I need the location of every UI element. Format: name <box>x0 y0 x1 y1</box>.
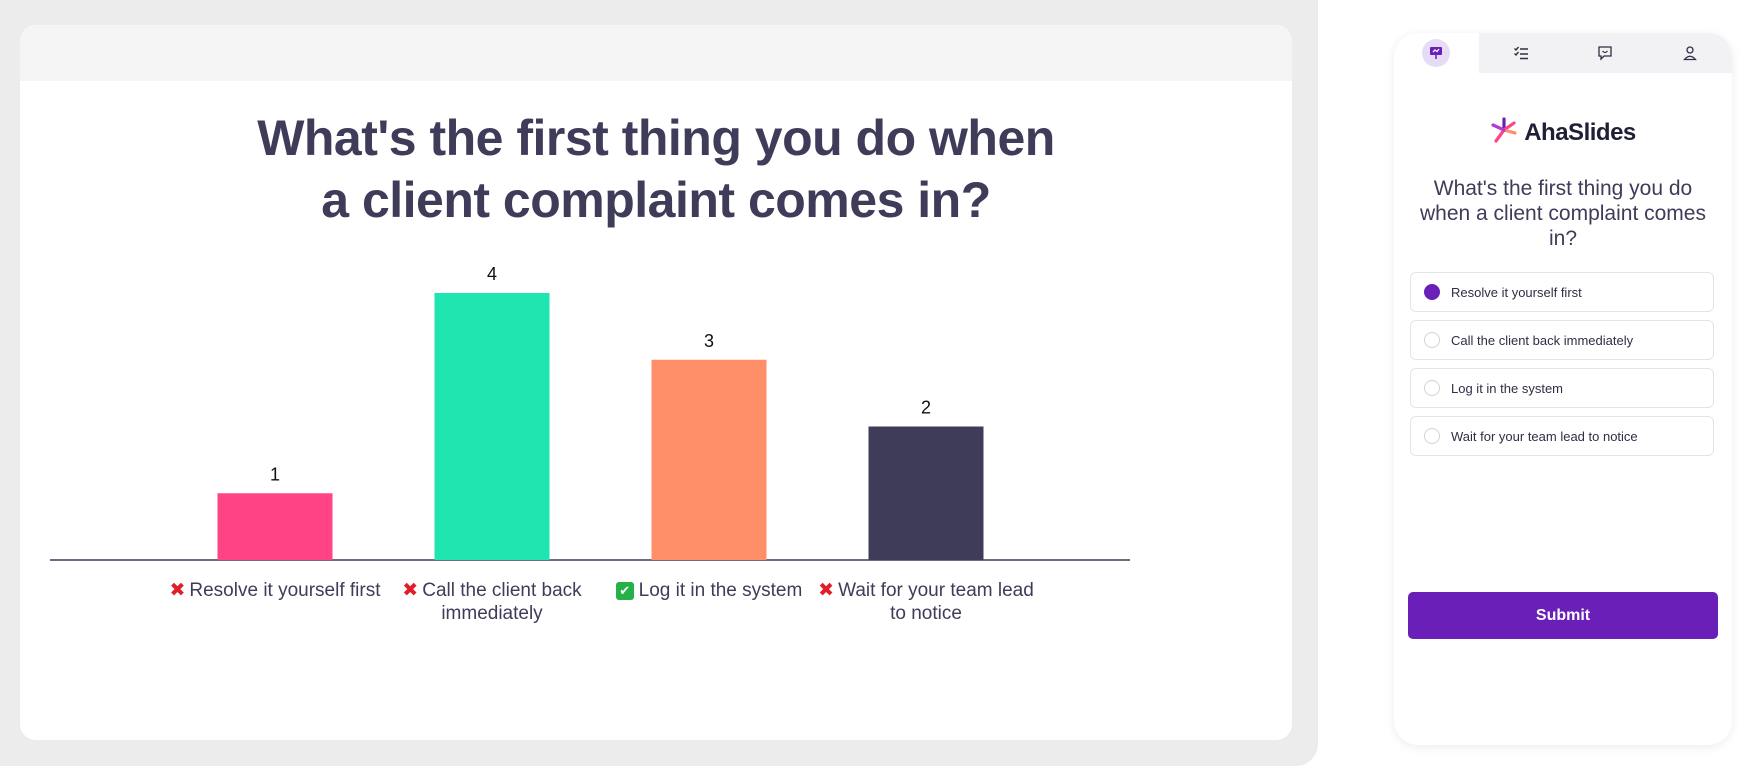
user-icon <box>1676 39 1704 67</box>
answer-option[interactable]: Resolve it yourself first <box>1410 272 1714 312</box>
chart-value-label: 1 <box>270 464 280 484</box>
incorrect-cross-icon: ✖ <box>402 580 419 601</box>
results-bar-chart: 1 4 3 2 <box>50 264 1130 561</box>
slide-canvas: What's the first thing you do when a cli… <box>20 25 1292 740</box>
correct-check-icon: ✔ <box>615 582 634 600</box>
incorrect-cross-icon: ✖ <box>818 580 835 601</box>
chat-icon <box>1591 39 1619 67</box>
tab-chat[interactable] <box>1563 33 1648 73</box>
presentation-stage: What's the first thing you do when a cli… <box>0 0 1318 766</box>
incorrect-cross-icon: ✖ <box>169 580 186 601</box>
answer-option-label: Wait for your team lead to notice <box>1451 428 1638 444</box>
checklist-icon <box>1507 39 1535 67</box>
chart-bar <box>868 426 984 560</box>
chart-category-text: Resolve it yourself first <box>189 580 381 601</box>
answer-option[interactable]: Log it in the system <box>1410 368 1714 408</box>
audience-question: What's the first thing you do when a cli… <box>1420 177 1706 250</box>
answer-option[interactable]: Call the client back immediately <box>1410 320 1714 360</box>
answer-option-label: Log it in the system <box>1451 380 1563 396</box>
chart-value-label: 3 <box>704 331 714 351</box>
tab-checklist[interactable] <box>1479 33 1564 73</box>
brand-name: AhaSlides <box>1524 118 1636 146</box>
chart-category-text: Wait for your team lead to notice <box>838 580 1034 624</box>
chart-bar <box>217 493 333 560</box>
chart-category-label: ✖ Wait for your team lead to notice <box>816 579 1036 625</box>
chart-value-label: 2 <box>921 398 931 418</box>
tab-presentation[interactable] <box>1394 33 1479 73</box>
radio-button[interactable] <box>1424 332 1440 348</box>
radio-button[interactable] <box>1424 380 1440 396</box>
tab-profile[interactable] <box>1648 33 1733 73</box>
brand-logo: AhaSlides <box>1394 116 1732 149</box>
ahaslides-logo-icon <box>1490 116 1518 149</box>
answer-option-label: Call the client back immediately <box>1451 332 1634 348</box>
answer-options: Resolve it yourself first Call the clien… <box>1410 272 1714 464</box>
chart-category-label: ✖ Call the client back immediately <box>382 579 602 625</box>
presentation-icon <box>1422 39 1451 67</box>
answer-option-label: Resolve it yourself first <box>1451 284 1582 300</box>
slide-header-bar <box>20 25 1292 81</box>
chart-category-label: ✖ Resolve it yourself first <box>165 579 385 602</box>
slide-title: What's the first thing you do when a cli… <box>257 110 1055 228</box>
chart-category-text: Log it in the system <box>638 580 803 601</box>
chart-bar <box>434 293 550 560</box>
audience-tab-bar <box>1394 33 1732 73</box>
audience-phone-preview: AhaSlides What's the first thing you do … <box>1394 33 1732 745</box>
chart-value-label: 4 <box>487 264 497 284</box>
chart-category-text: Call the client back immediately <box>422 580 582 624</box>
answer-option[interactable]: Wait for your team lead to notice <box>1410 416 1714 456</box>
submit-button[interactable]: Submit <box>1408 592 1718 639</box>
radio-button[interactable] <box>1424 428 1440 444</box>
chart-bar <box>651 359 767 560</box>
chart-category-label: ✔ Log it in the system <box>599 579 819 602</box>
radio-button[interactable] <box>1424 284 1440 300</box>
